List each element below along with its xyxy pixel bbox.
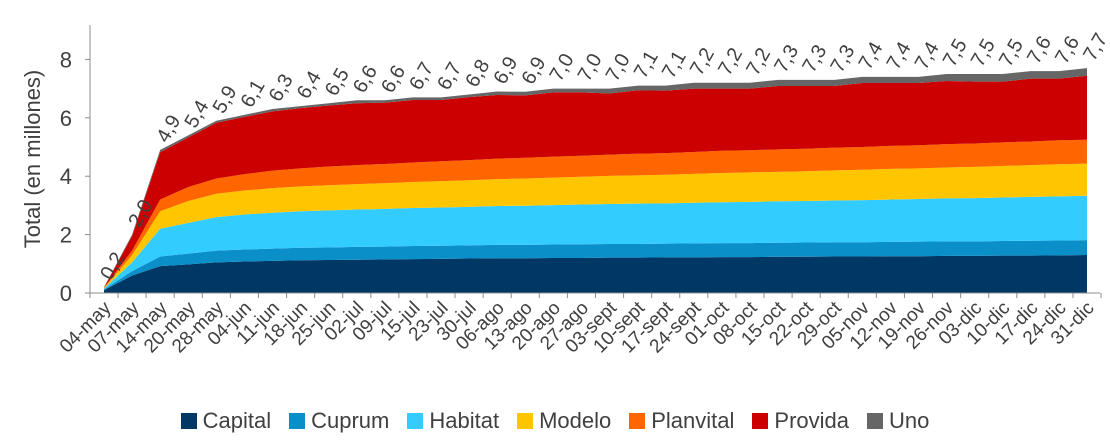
legend: Capital Cuprum Habitat Modelo Planvital Provi… bbox=[0, 408, 1110, 434]
total-data-label: 7,4 bbox=[883, 38, 916, 73]
total-data-label: 7,2 bbox=[686, 44, 719, 79]
area-series-planvital bbox=[104, 139, 1087, 289]
total-data-label: 6,6 bbox=[349, 62, 382, 97]
legend-item-habitat: Habitat bbox=[407, 408, 499, 434]
legend-swatch bbox=[180, 413, 197, 429]
legend-item-uno: Uno bbox=[867, 408, 929, 434]
total-data-label: 7,5 bbox=[939, 35, 972, 70]
area-series-capital bbox=[104, 255, 1087, 293]
legend-label: Modelo bbox=[539, 408, 612, 433]
total-data-label: 6,3 bbox=[265, 70, 298, 105]
total-data-label: 6,8 bbox=[461, 56, 494, 91]
total-data-label: 7,2 bbox=[742, 44, 775, 79]
total-data-label: 7,5 bbox=[967, 35, 1000, 70]
area-series-modelo bbox=[104, 163, 1087, 289]
legend-label: Cuprum bbox=[311, 408, 390, 433]
y-tick-label: 6 bbox=[60, 106, 72, 131]
legend-item-cuprum: Cuprum bbox=[289, 408, 389, 434]
total-data-label: 6,5 bbox=[321, 65, 354, 100]
y-tick-label: 2 bbox=[60, 223, 72, 248]
total-data-label: 6,4 bbox=[293, 68, 326, 103]
legend-swatch bbox=[867, 413, 883, 429]
total-data-label: 7,5 bbox=[995, 35, 1028, 70]
total-data-label: 7,2 bbox=[714, 44, 747, 79]
legend-swatch bbox=[289, 413, 306, 429]
legend-label: Habitat bbox=[429, 408, 500, 433]
legend-swatch bbox=[517, 413, 534, 429]
legend-label: Uno bbox=[889, 408, 930, 433]
total-data-label: 6,9 bbox=[489, 53, 522, 88]
total-data-label: 6,7 bbox=[433, 59, 466, 94]
total-data-label: 7,3 bbox=[827, 41, 860, 76]
y-tick-label: 4 bbox=[60, 164, 72, 189]
total-data-label: 7,0 bbox=[546, 50, 579, 85]
legend-swatch bbox=[752, 413, 769, 429]
total-data-label: 7,1 bbox=[658, 47, 691, 82]
total-data-label: 6,6 bbox=[377, 62, 410, 97]
legend-item-modelo: Modelo bbox=[517, 408, 611, 434]
legend-swatch bbox=[629, 413, 646, 429]
total-data-label: 6,9 bbox=[518, 53, 551, 88]
total-data-label: 6,7 bbox=[405, 59, 438, 94]
legend-item-provida: Provida bbox=[752, 408, 849, 434]
total-data-label: 7,6 bbox=[1051, 32, 1084, 67]
total-data-label: 7,6 bbox=[1023, 32, 1056, 67]
legend-item-planvital: Planvital bbox=[629, 408, 734, 434]
area-series-cuprum bbox=[104, 240, 1087, 291]
total-data-label: 7,3 bbox=[798, 41, 831, 76]
legend-item-capital: Capital bbox=[180, 408, 272, 434]
y-tick-label: 0 bbox=[60, 281, 72, 306]
total-data-label: 7,0 bbox=[574, 50, 607, 85]
total-data-label: 7,4 bbox=[855, 38, 888, 73]
legend-swatch bbox=[407, 413, 424, 429]
total-data-label: 7,3 bbox=[770, 41, 803, 76]
total-data-label: 7,1 bbox=[630, 47, 663, 82]
area-series-provida bbox=[104, 75, 1087, 288]
total-data-label: 7,7 bbox=[1079, 30, 1110, 65]
total-data-label: 7,4 bbox=[911, 38, 944, 73]
y-axis-title: Total (en millones) bbox=[20, 70, 45, 249]
legend-label: Capital bbox=[202, 408, 272, 433]
legend-label: Planvital bbox=[651, 408, 735, 433]
area-series-habitat bbox=[104, 195, 1087, 290]
legend-label: Provida bbox=[774, 408, 849, 433]
y-tick-label: 8 bbox=[60, 47, 72, 72]
total-data-label: 7,0 bbox=[602, 50, 635, 85]
